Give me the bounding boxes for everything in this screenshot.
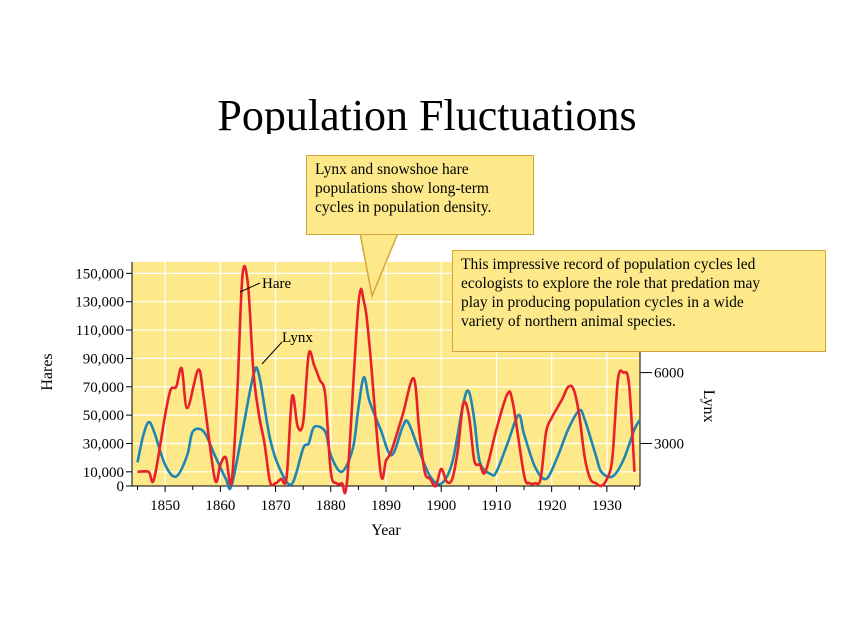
lynx-label-leader <box>261 341 283 365</box>
y-tick-label: 70,000 <box>83 380 124 396</box>
y2-axis-title: Lynx <box>700 390 717 423</box>
y2-tick-label: 3000 <box>654 436 684 452</box>
y-axis-title: Hares <box>39 353 56 390</box>
callout-lynx-hare-cycles: Lynx and snowshoe hare populations show … <box>306 155 534 235</box>
callout-2-line-4: variety of northern animal species. <box>461 313 676 330</box>
x-tick-label: 1880 <box>316 498 346 514</box>
callout-1-line-1: Lynx and snowshoe hare <box>315 161 469 178</box>
x-tick-label: 1910 <box>481 498 511 514</box>
callout-2-line-2: ecologists to explore the role that pred… <box>461 275 761 292</box>
slide-title: Population Fluctuations <box>217 91 637 134</box>
x-tick-label: 1930 <box>592 498 622 514</box>
x-tick-label: 1890 <box>371 498 401 514</box>
x-axis-title: Year <box>371 522 401 539</box>
hare-series-label: Hare <box>262 276 291 292</box>
y2-tick-label: 6000 <box>654 366 684 382</box>
x-tick-label: 1920 <box>537 498 567 514</box>
callout-1-line-3: cycles in population density. <box>315 199 492 216</box>
y-tick-label: 30,000 <box>83 436 124 452</box>
hare-label-leader <box>239 282 261 293</box>
y-tick-label: 150,000 <box>75 266 124 282</box>
callout-predation-record: This impressive record of population cyc… <box>452 250 826 352</box>
series-lynx-line <box>136 366 642 491</box>
callout-2-line-3: play in producing population cycles in a… <box>461 294 744 311</box>
x-tick-label: 1850 <box>150 498 180 514</box>
y-tick-label: 90,000 <box>83 351 124 367</box>
axes <box>126 262 652 492</box>
y-tick-label: 110,000 <box>76 323 124 339</box>
x-tick-label: 1900 <box>426 498 456 514</box>
lynx-series-label: Lynx <box>282 330 313 346</box>
y-tick-label: 130,000 <box>75 295 124 311</box>
callout-2-line-1: This impressive record of population cyc… <box>461 256 756 273</box>
chart-labels: 010,000 30,000 50,000 70,000 90,000 110,000 13… <box>39 266 717 539</box>
y-tick-label: 0 <box>117 479 125 495</box>
x-tick-label: 1860 <box>205 498 235 514</box>
y-tick-label: 10,000 <box>83 465 124 481</box>
series-group <box>136 264 642 495</box>
x-tick-label: 1870 <box>261 498 291 514</box>
callout-1-line-2: populations show long-term <box>315 180 489 197</box>
series-hare-line <box>137 264 636 495</box>
y-tick-label: 50,000 <box>83 408 124 424</box>
